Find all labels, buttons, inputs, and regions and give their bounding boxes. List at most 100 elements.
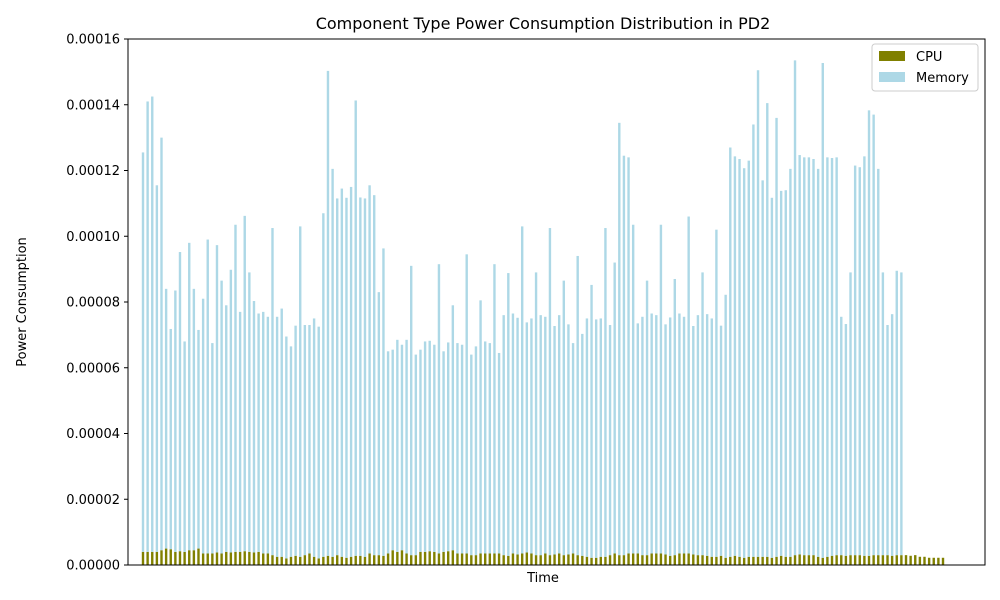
bar-cpu xyxy=(668,555,672,565)
bar-memory xyxy=(627,157,630,554)
bar-memory xyxy=(266,316,270,554)
bar-cpu xyxy=(178,551,182,565)
bar-memory xyxy=(460,344,464,554)
bar-memory xyxy=(770,197,774,558)
bar-cpu xyxy=(701,555,704,565)
bar-memory xyxy=(192,288,196,551)
bar-memory xyxy=(289,346,293,557)
bar-memory xyxy=(428,340,431,552)
bar-cpu xyxy=(534,555,538,565)
bar-memory xyxy=(497,352,501,554)
bar-cpu xyxy=(914,555,917,565)
bar-cpu xyxy=(789,556,792,565)
bar-memory xyxy=(641,316,644,556)
bar-memory xyxy=(752,124,755,557)
bar-cpu xyxy=(604,556,607,565)
bar-cpu xyxy=(738,556,741,565)
bar-cpu xyxy=(442,551,445,565)
bar-memory xyxy=(340,188,344,557)
bar-memory xyxy=(257,313,260,552)
bar-cpu xyxy=(354,555,357,565)
bar-memory xyxy=(410,265,413,556)
bar-memory xyxy=(419,349,422,552)
bar-cpu xyxy=(613,553,616,565)
bar-cpu xyxy=(941,557,945,565)
bar-cpu xyxy=(641,555,644,565)
bar-memory xyxy=(872,114,875,556)
bar-memory xyxy=(215,245,219,553)
bar-memory xyxy=(183,341,186,552)
bar-memory xyxy=(678,313,681,554)
bar-cpu xyxy=(386,553,390,565)
y-tick-label: 0.00014 xyxy=(66,98,120,113)
bar-memory xyxy=(687,216,690,554)
bar-memory xyxy=(433,344,436,552)
bar-cpu xyxy=(761,556,764,565)
legend-swatch-cpu xyxy=(879,51,905,61)
bar-memory xyxy=(710,318,713,557)
bar-memory xyxy=(363,198,367,557)
bar-cpu xyxy=(188,550,191,565)
bar-cpu xyxy=(729,556,732,565)
bar-cpu xyxy=(396,551,399,565)
bar-cpu xyxy=(932,557,935,565)
bar-cpu xyxy=(257,551,260,565)
bar-cpu xyxy=(322,556,325,565)
bar-memory xyxy=(775,117,778,557)
bar-cpu xyxy=(890,555,894,565)
x-axis-title: Time xyxy=(526,571,559,586)
bar-cpu xyxy=(317,558,320,565)
bar-memory xyxy=(571,343,575,554)
bar-cpu xyxy=(881,555,885,565)
bar-cpu xyxy=(900,555,903,565)
y-tick-label: 0.00012 xyxy=(66,164,120,179)
bar-memory xyxy=(821,63,824,558)
bar-cpu xyxy=(844,555,848,565)
bar-cpu xyxy=(571,553,575,565)
bar-memory xyxy=(705,314,709,556)
y-tick-label: 0.00000 xyxy=(66,559,120,574)
bar-memory xyxy=(488,343,492,554)
y-axis: 0.00000 0.00002 0.00004 0.00006 0.00008 0.000… xyxy=(66,33,128,574)
bar-cpu xyxy=(419,551,422,565)
bar-memory xyxy=(317,326,320,559)
bar-memory xyxy=(608,325,612,556)
bar-cpu xyxy=(294,555,297,565)
bar-memory xyxy=(613,262,616,554)
bar-memory xyxy=(812,158,815,556)
bar-cpu xyxy=(331,556,334,565)
bar-cpu xyxy=(863,555,866,565)
bar-memory xyxy=(377,292,381,556)
bar-memory xyxy=(234,224,237,552)
bar-cpu xyxy=(803,555,806,565)
bar-cpu xyxy=(516,554,519,565)
bar-memory xyxy=(692,326,695,555)
bar-memory xyxy=(803,157,806,556)
bar-cpu xyxy=(645,555,649,565)
bar-cpu xyxy=(303,555,307,565)
bar-memory xyxy=(604,228,607,557)
bar-cpu xyxy=(710,556,713,565)
bar-memory xyxy=(225,305,228,552)
bar-cpu xyxy=(608,555,612,565)
bar-cpu xyxy=(858,555,861,565)
bar-cpu xyxy=(336,555,339,565)
bar-cpu xyxy=(747,556,750,565)
bar-cpu xyxy=(368,553,371,565)
bar-cpu xyxy=(826,556,829,565)
bar-memory xyxy=(474,346,478,556)
bar-memory xyxy=(303,325,307,556)
bar-cpu xyxy=(146,551,149,565)
bar-memory xyxy=(197,329,200,549)
bar-cpu xyxy=(692,554,695,565)
bar-memory xyxy=(252,301,256,553)
bar-memory xyxy=(761,180,764,557)
bar-memory xyxy=(349,186,353,557)
y-tick-label: 0.00010 xyxy=(66,230,120,245)
bar-memory xyxy=(682,316,686,554)
bar-cpu xyxy=(923,556,926,565)
bar-memory xyxy=(479,300,482,554)
bar-cpu xyxy=(562,555,566,565)
bar-cpu xyxy=(594,557,598,565)
bar-cpu xyxy=(262,553,265,565)
